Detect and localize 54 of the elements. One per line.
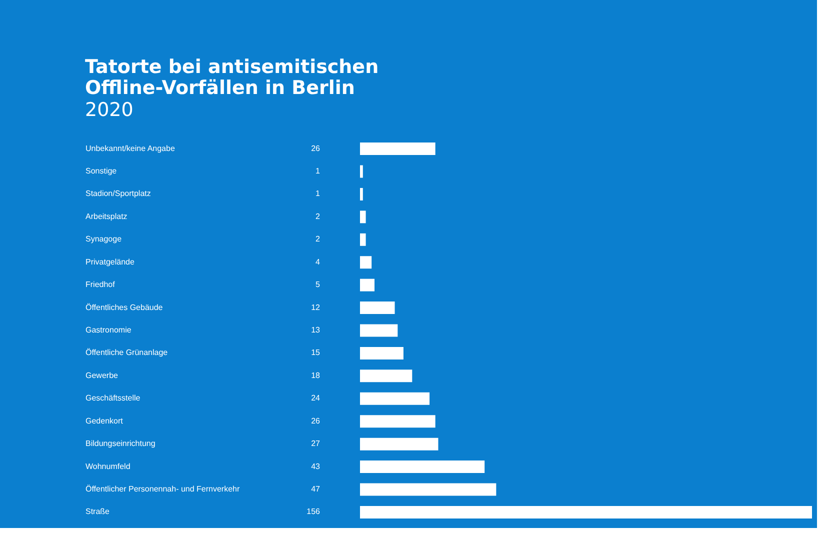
bar xyxy=(360,165,363,178)
data-label: 1 xyxy=(316,166,321,176)
y-tick-label: Privatgelände xyxy=(86,257,135,266)
data-label: 47 xyxy=(311,484,321,494)
bar xyxy=(360,256,372,269)
bar xyxy=(360,210,366,224)
bar xyxy=(360,392,430,405)
text: Tatorte bei antisemitischen xyxy=(85,56,379,78)
bar xyxy=(360,188,363,200)
bar xyxy=(360,278,374,292)
y-tick-label: Geschäftsstelle xyxy=(86,394,141,403)
data-label: 13 xyxy=(311,326,321,334)
y-tick-label: Öffentliches Gebäude xyxy=(86,302,164,312)
y-tick-label: Friedhof xyxy=(86,280,116,290)
y-tick-label: Gastronomie xyxy=(86,326,132,334)
bar xyxy=(360,370,412,382)
text: Offline-Vorfällen in Berlin xyxy=(85,77,355,99)
data-label: 24 xyxy=(311,394,321,403)
data-label: 27 xyxy=(311,439,321,448)
data-label: 2 xyxy=(316,234,321,244)
bar xyxy=(360,302,395,314)
y-tick-label: Gedenkort xyxy=(86,416,124,426)
y-tick-label: Straße xyxy=(86,507,110,516)
bar xyxy=(360,506,812,518)
y-tick-label: Öffentliche Grünanlage xyxy=(86,348,168,358)
data-label: 15 xyxy=(311,348,321,358)
text: 2020 xyxy=(85,99,134,121)
data-label: 156 xyxy=(306,507,321,516)
data-label: 26 xyxy=(311,144,321,153)
y-tick-label: Bildungseinrichtung xyxy=(86,439,156,448)
bar xyxy=(360,324,398,337)
y-tick-label: Sonstige xyxy=(86,166,118,176)
bar xyxy=(360,438,438,450)
data-label: 26 xyxy=(311,416,321,426)
data-label: 43 xyxy=(311,462,321,471)
data-label: 12 xyxy=(311,302,321,312)
bar xyxy=(360,460,485,474)
bar xyxy=(360,483,496,496)
y-tick-label: Gewerbe xyxy=(86,370,119,380)
bar xyxy=(360,142,436,156)
data-label: 1 xyxy=(316,189,321,198)
data-label: 18 xyxy=(311,370,321,380)
bar xyxy=(360,233,366,246)
y-tick-label: Unbekannt/keine Angabe xyxy=(86,144,176,153)
bar xyxy=(360,346,404,360)
y-tick-label: Arbeitsplatz xyxy=(86,212,128,221)
data-label: 5 xyxy=(316,280,321,290)
y-tick-label: Wohnumfeld xyxy=(86,462,130,471)
bar xyxy=(360,415,436,428)
data-label: 2 xyxy=(316,212,321,221)
data-label: 4 xyxy=(316,257,321,266)
y-tick-label: Synagoge xyxy=(86,234,122,244)
y-tick-label: Stadion/Sportplatz xyxy=(86,189,151,198)
y-tick-label: Öffentlicher Personennah- und Fernverkehr xyxy=(86,484,240,494)
